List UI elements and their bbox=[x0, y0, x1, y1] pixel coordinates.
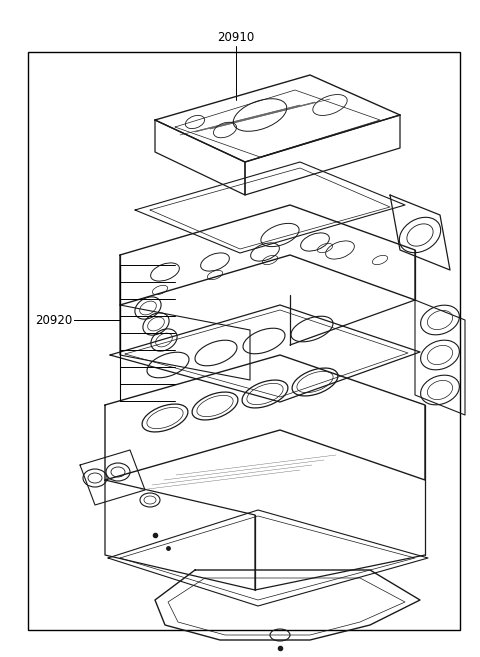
Text: 20910: 20910 bbox=[217, 31, 254, 44]
Text: 20920: 20920 bbox=[35, 313, 72, 327]
Bar bbox=[28, 52, 460, 630]
